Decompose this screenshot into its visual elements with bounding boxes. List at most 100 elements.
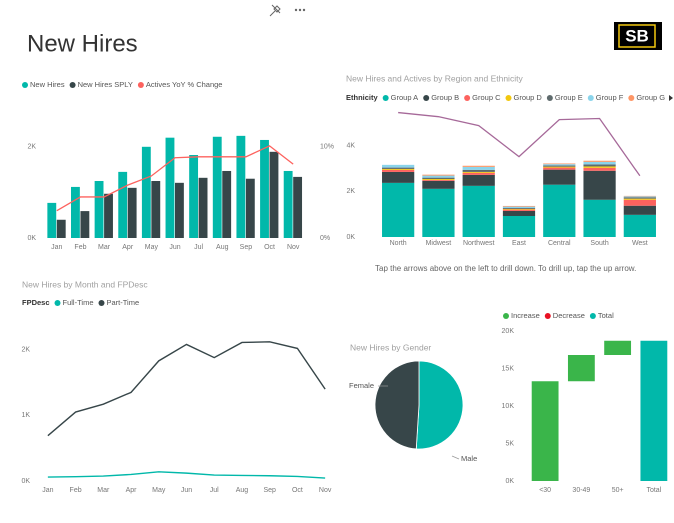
chart-title: New Hires and Actives by Region and Ethn… bbox=[346, 73, 523, 83]
legend-marker bbox=[628, 95, 635, 101]
bar-segment bbox=[543, 165, 576, 167]
bar bbox=[283, 170, 293, 238]
legend-label: Total bbox=[598, 311, 614, 320]
legend-marker bbox=[382, 95, 389, 101]
bar bbox=[127, 187, 137, 238]
waterfall-bar bbox=[567, 355, 595, 382]
bar-segment bbox=[502, 205, 536, 207]
tick-label: 2K bbox=[346, 188, 355, 195]
tick-label: 4K bbox=[346, 143, 355, 150]
bar-segment bbox=[502, 208, 536, 210]
x-tick-label: Apr bbox=[126, 487, 138, 494]
x-tick-label: Northwest bbox=[463, 240, 495, 247]
bar-segment bbox=[462, 174, 495, 186]
bar bbox=[260, 139, 269, 238]
x-tick-label: Nov bbox=[319, 487, 332, 494]
line bbox=[47, 471, 326, 479]
bar bbox=[212, 136, 222, 238]
waterfall-bar bbox=[640, 340, 668, 481]
bar bbox=[189, 155, 199, 238]
legend-scroll-arrow[interactable] bbox=[669, 95, 673, 101]
x-tick-label: 30-49 bbox=[572, 487, 590, 494]
x-tick-label: Sep bbox=[240, 244, 253, 251]
slice-label: Male bbox=[461, 454, 477, 463]
x-tick-label: Feb bbox=[74, 244, 86, 251]
legend-marker bbox=[503, 313, 509, 319]
bar-segment bbox=[422, 175, 455, 178]
bar bbox=[118, 171, 128, 238]
bar-segment bbox=[583, 166, 616, 168]
slice-label: Female bbox=[349, 381, 374, 390]
bar-segment bbox=[543, 163, 576, 165]
x-tick-label: Jun bbox=[169, 244, 180, 251]
tick-label: 20K bbox=[502, 328, 515, 335]
x-tick-label: Apr bbox=[122, 244, 134, 251]
bar-segment bbox=[543, 166, 576, 168]
caption: Tap the arrows above on the left to dril… bbox=[375, 264, 636, 273]
bar-segment bbox=[583, 160, 616, 162]
bar-segment bbox=[382, 169, 415, 172]
bar bbox=[141, 146, 151, 238]
legend-marker bbox=[464, 95, 471, 101]
bar-segment bbox=[623, 197, 656, 199]
tick-label: 1K bbox=[21, 412, 30, 419]
bar-segment bbox=[382, 182, 415, 237]
x-tick-label: Sep bbox=[263, 487, 276, 494]
tick-label: 2K bbox=[27, 144, 36, 151]
pin-icon[interactable] bbox=[269, 4, 281, 17]
dot bbox=[298, 8, 302, 12]
legend-label: Group B bbox=[431, 93, 459, 102]
bar-segment bbox=[502, 209, 536, 211]
legend-label: Full-Time bbox=[63, 298, 94, 307]
bar-segment bbox=[422, 179, 455, 181]
bar-segment bbox=[382, 164, 415, 168]
tick-label: 5K bbox=[505, 440, 514, 447]
x-tick-label: May bbox=[145, 244, 159, 251]
bar bbox=[151, 181, 161, 238]
bar-segment bbox=[623, 198, 656, 200]
bar-segment bbox=[502, 210, 536, 216]
legend-marker bbox=[544, 313, 551, 319]
x-tick-label: East bbox=[512, 240, 526, 247]
dot bbox=[294, 8, 298, 12]
tick-label: 0K bbox=[505, 478, 514, 485]
bar bbox=[80, 211, 90, 238]
legend-label: Group A bbox=[391, 93, 419, 102]
x-tick-label: Mar bbox=[98, 244, 111, 251]
bar-segment bbox=[623, 205, 656, 215]
page-title: New Hires bbox=[27, 30, 138, 57]
more-options[interactable] bbox=[294, 8, 306, 12]
legend-label: New Hires bbox=[30, 80, 65, 89]
x-tick-label: North bbox=[390, 240, 407, 247]
bar-segment bbox=[422, 174, 455, 176]
bar-segment bbox=[462, 169, 495, 172]
x-tick-label: May bbox=[152, 487, 166, 494]
legend-marker bbox=[54, 300, 61, 306]
x-tick-label: West bbox=[632, 240, 648, 247]
x-tick-label: Aug bbox=[216, 244, 229, 251]
bar bbox=[56, 219, 66, 238]
legend-label: Decrease bbox=[553, 311, 585, 320]
bar-segment bbox=[462, 185, 495, 237]
bar bbox=[94, 181, 104, 238]
x-tick-label: Jan bbox=[42, 487, 53, 494]
legend-marker bbox=[22, 82, 28, 88]
bar-segment bbox=[382, 167, 415, 169]
x-tick-label: Central bbox=[548, 240, 571, 247]
bar-segment bbox=[422, 180, 455, 189]
tick-label: 0K bbox=[27, 235, 36, 242]
logo-bg bbox=[614, 22, 662, 50]
bar-segment bbox=[382, 171, 415, 183]
bar bbox=[269, 151, 279, 238]
logo-frame bbox=[618, 24, 656, 48]
tick-label: 0K bbox=[346, 234, 355, 241]
legend-marker bbox=[137, 82, 144, 88]
bar-segment bbox=[502, 208, 536, 209]
legend-marker bbox=[98, 300, 105, 306]
x-tick-label: Oct bbox=[264, 244, 275, 251]
logo-text: SB bbox=[625, 26, 649, 45]
chart-title: New Hires by Month and FPDesc bbox=[22, 279, 148, 289]
bar-segment bbox=[543, 164, 576, 166]
bar-segment bbox=[543, 184, 576, 237]
tick-label: 10% bbox=[320, 144, 334, 151]
